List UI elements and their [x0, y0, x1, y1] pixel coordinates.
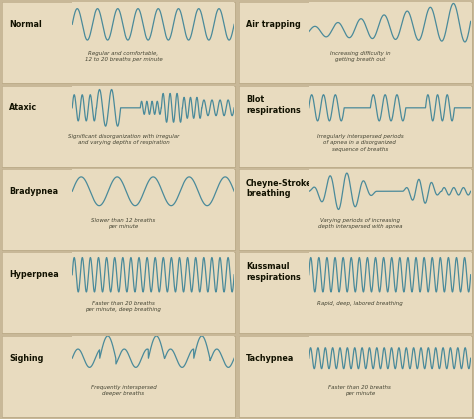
Text: Regular and comfortable,
12 to 20 breaths per minute: Regular and comfortable, 12 to 20 breath…	[84, 51, 162, 62]
Text: Faster than 20 breaths
per minute, deep breathing: Faster than 20 breaths per minute, deep …	[85, 301, 161, 312]
Text: Faster than 20 breaths
per minute: Faster than 20 breaths per minute	[328, 385, 392, 396]
Text: Kussmaul
respirations: Kussmaul respirations	[246, 262, 301, 282]
Text: Significant disorganization with irregular
and varying depths of respiration: Significant disorganization with irregul…	[68, 134, 179, 145]
Text: Cheyne-Strokes
breathing: Cheyne-Strokes breathing	[246, 179, 317, 198]
Text: Tachypnea: Tachypnea	[246, 354, 294, 363]
Text: Varying periods of increasing
depth interspersed with apnea: Varying periods of increasing depth inte…	[318, 217, 402, 229]
Text: Ataxic: Ataxic	[9, 103, 37, 112]
Text: Rapid, deep, labored breathing: Rapid, deep, labored breathing	[317, 301, 403, 306]
Text: Normal: Normal	[9, 20, 42, 29]
Text: Air trapping: Air trapping	[246, 20, 301, 29]
Text: Sighing: Sighing	[9, 354, 44, 363]
Text: Frequently interspersed
deeper breaths: Frequently interspersed deeper breaths	[91, 385, 156, 396]
Text: Blot
respirations: Blot respirations	[246, 95, 301, 115]
Text: Increasing difficulty in
getting breath out: Increasing difficulty in getting breath …	[329, 51, 390, 62]
Text: Slower than 12 breaths
per minute: Slower than 12 breaths per minute	[91, 217, 155, 229]
Text: Bradypnea: Bradypnea	[9, 187, 58, 196]
Text: Hyperpnea: Hyperpnea	[9, 270, 59, 279]
Text: Irregularly interspersed periods
of apnea in a disorganized
sequence of breaths: Irregularly interspersed periods of apne…	[317, 134, 403, 152]
